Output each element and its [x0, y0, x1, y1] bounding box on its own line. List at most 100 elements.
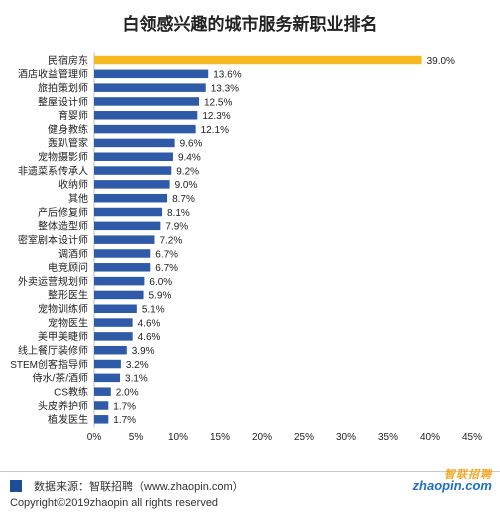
category-label: 整屋设计师 [38, 95, 88, 108]
bar [94, 249, 151, 258]
x-tick-label: 15% [210, 432, 230, 443]
bar [94, 138, 175, 148]
category-label: 头皮养护师 [38, 399, 88, 412]
x-tick-label: 5% [129, 432, 144, 443]
bar [94, 83, 206, 92]
logo-en-text: zhaopin.com [412, 478, 492, 493]
logo-cn-text: 智联招聘 [444, 469, 492, 481]
copyright-text: Copyright©2019zhaopin all rights reserve… [10, 497, 219, 509]
category-label: 宠物医生 [48, 316, 88, 329]
category-label: 整形医生 [48, 289, 88, 302]
data-label: 9.6% [180, 139, 203, 150]
data-label: 39.0% [427, 56, 455, 67]
data-label: 9.0% [175, 180, 198, 191]
bar [94, 152, 173, 161]
bar [94, 332, 133, 341]
data-label: 7.9% [165, 222, 188, 233]
bar [94, 55, 422, 65]
bar-chart: 民宿房东 39.0% 酒店收益管理师 13.6% 旅拍策划师 13.3% 整屋设计师 12.5… [10, 52, 482, 443]
bar [94, 290, 144, 300]
data-label: 2.0% [116, 387, 139, 398]
category-label: 植发医生 [48, 413, 88, 426]
bar [94, 387, 111, 396]
bar [94, 276, 145, 286]
data-label: 1.7% [113, 415, 136, 426]
bar [94, 69, 209, 79]
category-label: 育婴师 [58, 109, 88, 122]
bar [94, 166, 172, 175]
category-label: 酒店收益管理师 [18, 68, 88, 81]
data-label: 5.9% [149, 291, 172, 302]
x-tick-label: 25% [294, 432, 314, 443]
data-label: 6.0% [149, 277, 172, 288]
bar [94, 221, 161, 231]
bar [94, 207, 163, 217]
bar [94, 263, 151, 272]
category-label: CS教练 [54, 385, 88, 398]
data-label: 5.1% [142, 305, 165, 316]
data-label: 13.3% [211, 83, 239, 94]
source-row: 数据来源：智联招聘（www.zhaopin.com） [0, 478, 500, 494]
data-label: 8.7% [172, 194, 195, 205]
category-label: 收纳师 [58, 178, 88, 191]
data-label: 6.7% [155, 249, 178, 260]
category-label: 调酒师 [58, 247, 88, 260]
bar [94, 318, 133, 327]
category-label: 宠物训练师 [38, 303, 88, 316]
category-label: 密室剧本设计师 [18, 233, 88, 246]
x-tick-label: 45% [462, 432, 482, 443]
footer-divider [0, 471, 500, 472]
category-label: 整体造型师 [38, 220, 88, 233]
category-label: 外卖运营规划师 [18, 275, 88, 288]
chart-title: 白领感兴趣的城市服务新职业排名 [122, 15, 378, 34]
category-label: 旅拍策划师 [38, 81, 88, 94]
bar [94, 124, 196, 134]
data-label: 4.6% [138, 332, 161, 343]
x-tick-label: 30% [336, 432, 356, 443]
bar [94, 401, 109, 410]
category-label: 产后修复师 [38, 206, 88, 219]
data-label: 4.6% [138, 318, 161, 329]
category-label: 电竞顾问 [48, 261, 88, 274]
data-label: 7.2% [159, 235, 182, 246]
data-label: 6.7% [155, 263, 178, 274]
category-label: 其他 [68, 192, 88, 205]
source-text: 数据来源：智联招聘（www.zhaopin.com） [34, 481, 244, 493]
x-tick-label: 0% [87, 432, 102, 443]
category-label: 美甲美睫师 [38, 330, 88, 343]
data-label: 3.2% [126, 360, 149, 371]
data-label: 3.9% [132, 346, 155, 357]
x-tick-label: 35% [378, 432, 398, 443]
bar [94, 373, 121, 383]
bar [94, 97, 199, 106]
category-label: 线上餐厅装修师 [18, 344, 88, 357]
category-label: 非遗菜系传承人 [18, 164, 88, 177]
bar [94, 193, 168, 203]
data-label: 12.1% [201, 125, 229, 136]
data-label: 12.5% [204, 97, 232, 108]
x-tick-label: 20% [252, 432, 272, 443]
category-label: 宠物摄影师 [38, 151, 88, 164]
zhaopin-logo: 智联招聘 zhaopin.com [408, 466, 494, 494]
data-label: 1.7% [113, 401, 136, 412]
data-label: 12.3% [202, 111, 230, 122]
category-label: 轰趴管家 [48, 137, 88, 150]
bar [94, 111, 198, 120]
category-label: 健身教练 [48, 123, 88, 136]
data-label: 9.2% [176, 166, 199, 177]
data-label: 9.4% [178, 153, 201, 164]
x-tick-label: 40% [420, 432, 440, 443]
bar [94, 345, 127, 355]
bar [94, 304, 137, 314]
bar [94, 180, 170, 189]
category-label: 民宿房东 [48, 54, 88, 67]
x-tick-label: 10% [168, 432, 188, 443]
category-label: STEM创客指导师 [10, 358, 88, 371]
source-marker-icon [10, 480, 22, 492]
data-label: 8.1% [167, 208, 190, 219]
bar [94, 415, 109, 424]
category-label: 侍水/茶/酒师 [32, 372, 88, 385]
data-label: 3.1% [125, 374, 148, 385]
data-label: 13.6% [213, 70, 241, 81]
bar [94, 359, 121, 369]
